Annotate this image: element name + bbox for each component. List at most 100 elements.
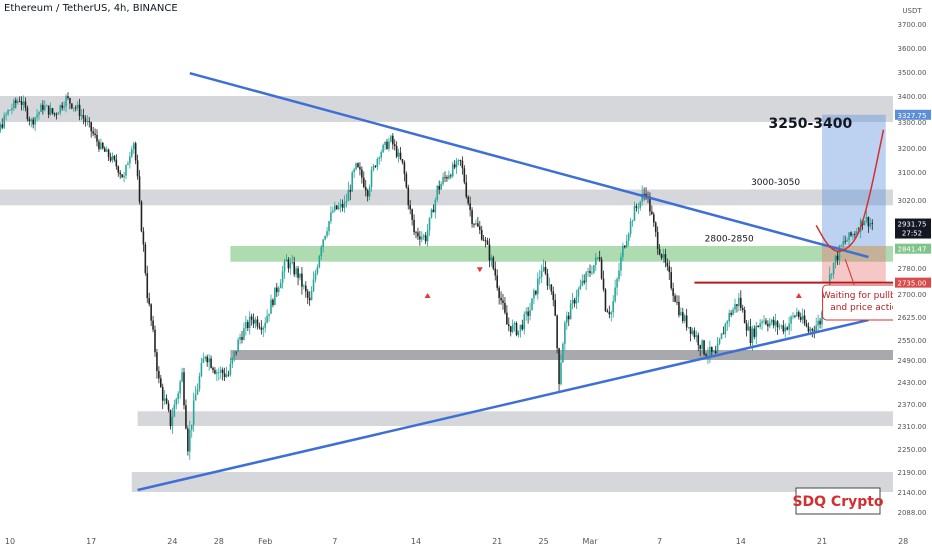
candle-body — [283, 261, 286, 272]
candle-body — [852, 234, 854, 236]
zone-2310-2350[interactable] — [137, 411, 894, 426]
candle-body — [817, 320, 819, 326]
candle-body — [426, 230, 429, 242]
zone-3000-3050[interactable] — [0, 189, 893, 206]
candle-body — [670, 272, 672, 289]
zone-2140-2190[interactable] — [131, 472, 894, 492]
candle-body — [291, 262, 294, 263]
candle-body — [252, 319, 255, 324]
candle-body — [44, 106, 46, 110]
candle-body — [618, 270, 620, 280]
candle-body — [245, 322, 247, 329]
candle-body — [204, 356, 207, 359]
y-tick-label: 2625.00 — [898, 314, 927, 322]
candle-body — [591, 272, 593, 274]
candle-body — [399, 152, 402, 160]
candle-body — [614, 287, 616, 302]
candle-body — [42, 104, 44, 110]
candle-body — [80, 115, 83, 116]
candle-body — [424, 235, 427, 242]
ascending-trendline[interactable] — [137, 318, 869, 492]
candle-body — [840, 245, 843, 247]
candle-body — [388, 141, 390, 149]
candle-body — [401, 159, 404, 163]
candle-body — [363, 177, 365, 187]
candle-body — [154, 329, 156, 353]
candle-body — [136, 160, 139, 177]
candle-body — [769, 322, 771, 327]
candle-body — [542, 266, 545, 272]
candle-body — [537, 278, 539, 295]
candle-body — [152, 320, 154, 330]
candle-body — [724, 323, 727, 335]
candle-body — [519, 324, 522, 331]
zone-3300-3400[interactable] — [0, 96, 893, 122]
candle-body — [107, 149, 110, 158]
candle-body — [74, 107, 77, 109]
candle-body — [179, 381, 181, 394]
x-tick-label: 17 — [86, 537, 96, 546]
candle-body — [71, 103, 73, 109]
candle-body — [378, 157, 381, 159]
price-label — [895, 277, 931, 288]
candle-body — [540, 271, 543, 277]
x-tick-label: 25 — [539, 537, 549, 546]
candle-body — [753, 328, 756, 337]
x-tick-label: 24 — [167, 537, 177, 546]
candle-body — [556, 315, 558, 349]
candle-body — [76, 104, 79, 108]
candle-body — [397, 152, 400, 157]
candle-body — [395, 146, 398, 157]
candle-body — [295, 268, 297, 275]
candle-body — [509, 326, 512, 332]
y-tick-label: 2310.00 — [898, 423, 927, 431]
candle-body — [871, 223, 874, 224]
candle-body — [869, 223, 872, 227]
candle-body — [202, 358, 205, 363]
candle-body — [248, 316, 251, 328]
zone-2490-2520[interactable] — [230, 350, 893, 360]
target-box[interactable] — [822, 114, 886, 246]
candle-body — [451, 164, 454, 177]
candle-body — [357, 163, 359, 168]
candle-body — [832, 262, 835, 275]
candle-body — [689, 327, 692, 334]
candle-body — [529, 310, 531, 316]
candle-body — [239, 336, 241, 340]
candle-body — [337, 206, 340, 210]
candle-body — [759, 323, 761, 328]
x-tick-label: 28 — [898, 537, 908, 546]
candle-body — [90, 122, 92, 132]
y-tick-label: 2190.00 — [898, 469, 927, 477]
candle-body — [198, 375, 201, 390]
zone-2800-2850[interactable] — [230, 246, 893, 262]
candle-body — [581, 280, 584, 286]
candle-body — [666, 262, 669, 267]
candle-body — [392, 135, 394, 145]
candle-body — [654, 222, 657, 232]
candle-body — [421, 236, 423, 240]
candle-body — [627, 233, 630, 241]
candle-body — [533, 290, 535, 299]
candle-body — [103, 148, 106, 152]
candle-body — [308, 297, 311, 301]
candle-body — [330, 212, 332, 222]
candle-body — [730, 312, 732, 315]
time-axis-bg — [0, 532, 932, 550]
candle-body — [774, 321, 777, 326]
candle-body — [86, 121, 89, 123]
candle-body — [419, 236, 421, 240]
descending-trendline[interactable] — [189, 71, 869, 259]
candle-body — [571, 299, 574, 304]
candle-body — [160, 378, 162, 388]
candle-body — [674, 295, 676, 302]
y-tick-label: 2550.00 — [898, 337, 927, 345]
candle-body — [214, 370, 216, 374]
candle-body — [208, 358, 210, 363]
candle-body — [384, 141, 386, 145]
candle-body — [438, 185, 440, 190]
y-tick-label: 3200.00 — [898, 145, 927, 153]
candle-body — [608, 312, 611, 315]
candle-body — [680, 312, 682, 316]
